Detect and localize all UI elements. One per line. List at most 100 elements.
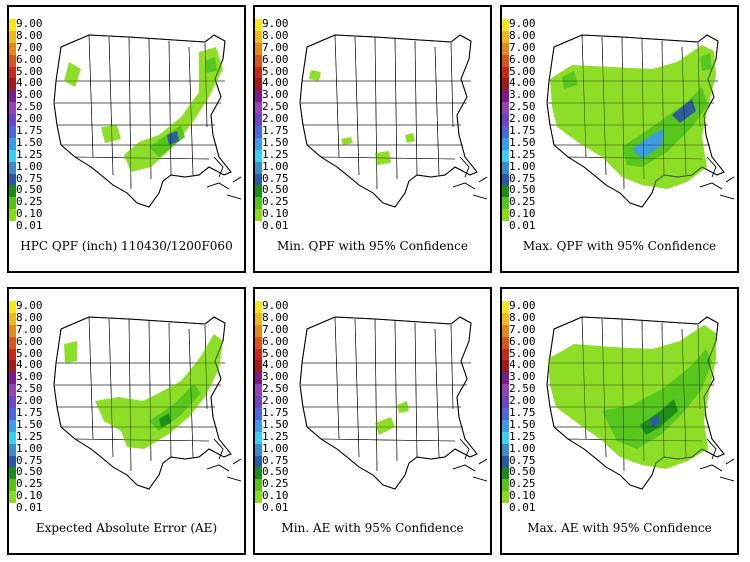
precip-area xyxy=(124,47,223,172)
state-border xyxy=(661,40,665,176)
country-outline xyxy=(546,34,725,208)
legend-swatch xyxy=(255,221,262,234)
legend-label: 0.75 xyxy=(509,453,536,467)
legend-entry: 4.00 xyxy=(9,77,61,91)
legend-entry: 9.00 xyxy=(9,300,61,313)
legend-entry: 1.25 xyxy=(9,148,61,162)
legend-entry: 4.00 xyxy=(9,359,61,373)
island-outline xyxy=(226,194,242,200)
state-border xyxy=(394,320,398,462)
panel-caption: Expected Absolute Error (AE) xyxy=(35,521,218,535)
state-border xyxy=(108,318,114,458)
legend-swatch xyxy=(9,30,16,43)
legend-entry: 0.25 xyxy=(502,478,554,492)
legend-entry: 0.50 xyxy=(9,184,61,198)
legend-entry: 7.00 xyxy=(9,323,61,337)
legend-label: 3.00 xyxy=(16,370,43,384)
island-outline xyxy=(719,194,735,200)
panel-min-qpf: 9.00 8.00 7.00 6.00 5.00 4.00 3.00 2.50 2.00 1.75… xyxy=(253,5,492,273)
legend-entry: 0.01 xyxy=(9,220,61,234)
legend-label: 7.00 xyxy=(509,322,536,336)
state-border xyxy=(697,42,701,128)
legend-label: 5.00 xyxy=(262,64,289,78)
legend-entry: 5.00 xyxy=(502,65,554,79)
legend-swatch xyxy=(9,384,16,397)
legend-label: 1.00 xyxy=(16,441,43,455)
legend-swatch xyxy=(255,431,262,444)
island-outline xyxy=(699,182,723,190)
state-border xyxy=(374,318,378,472)
legend-label: 7.00 xyxy=(262,40,289,54)
island-outline xyxy=(459,438,470,460)
legend-label: 1.75 xyxy=(509,406,536,420)
legend-label: 1.00 xyxy=(509,441,536,455)
island-outline xyxy=(232,458,242,465)
legend-entry: 1.50 xyxy=(9,418,61,432)
panel-hpc-qpf: 9.00 8.00 7.00 6.00 5.00 4.00 3.00 2.50 2.00 1.75… xyxy=(7,5,246,273)
legend-entry: 1.25 xyxy=(255,430,307,444)
legend-entry: 6.00 xyxy=(255,53,307,67)
legend-entry: 4.00 xyxy=(502,359,554,373)
state-border xyxy=(450,324,454,410)
island-outline xyxy=(472,194,488,200)
state-border xyxy=(567,438,703,442)
legend-label: 0.01 xyxy=(16,501,43,515)
legend-swatch xyxy=(9,102,16,115)
legend-entry: 0.50 xyxy=(502,184,554,198)
legend-label: 8.00 xyxy=(16,310,43,324)
legend-swatch xyxy=(9,114,16,127)
legend-swatch xyxy=(9,503,16,516)
legend-entry: 1.50 xyxy=(502,417,554,432)
legend-label: 1.75 xyxy=(262,124,289,138)
legend-swatch xyxy=(255,336,262,349)
legend-swatch xyxy=(502,54,509,67)
legend-label: 3.00 xyxy=(16,88,43,102)
legend-label: 4.00 xyxy=(509,76,536,90)
precip-legend: 9.00 8.00 7.00 6.00 5.00 4.00 3.00 2.50 2.00 1.75… xyxy=(255,17,307,234)
island-outline xyxy=(206,464,230,472)
legend-swatch xyxy=(9,396,16,409)
legend-swatch xyxy=(9,78,16,91)
island-outline xyxy=(226,476,242,482)
legend-entry: 3.00 xyxy=(502,89,554,103)
legend-entry: 1.75 xyxy=(502,406,554,420)
legend-entry: 3.00 xyxy=(502,371,554,385)
legend-swatch xyxy=(255,209,262,222)
country-outline xyxy=(299,316,478,490)
state-border xyxy=(581,316,587,440)
state-border xyxy=(188,328,194,458)
legend-label: 0.25 xyxy=(16,477,43,491)
legend-swatch xyxy=(9,301,16,313)
legend-label: 0.10 xyxy=(509,489,536,503)
precip-area xyxy=(375,417,395,435)
precip-area xyxy=(602,349,712,449)
legend-swatch xyxy=(502,467,509,480)
legend-entry: 8.00 xyxy=(502,311,554,325)
legend-entry: 1.75 xyxy=(9,407,61,420)
island-outline xyxy=(213,438,224,460)
legend-entry: 2.50 xyxy=(255,383,307,397)
legend-swatch xyxy=(9,90,16,103)
precip-area xyxy=(640,399,678,435)
precip-map xyxy=(53,34,242,208)
legend-swatch xyxy=(502,360,509,373)
legend-label: 1.50 xyxy=(509,417,536,431)
legend-swatch xyxy=(502,479,509,492)
legend-label: 1.25 xyxy=(509,147,536,161)
legend-entry: 1.75 xyxy=(502,125,554,138)
legend-swatch xyxy=(9,455,16,468)
legend-label: 0.75 xyxy=(262,171,289,185)
state-border xyxy=(641,38,645,180)
legend-label: 2.00 xyxy=(262,112,289,126)
legend-entry: 2.50 xyxy=(9,101,61,115)
legend-label: 9.00 xyxy=(262,17,289,30)
state-border xyxy=(354,36,360,176)
legend-swatch xyxy=(255,455,262,468)
legend-label: 0.10 xyxy=(16,489,43,503)
legend-label: 6.00 xyxy=(509,334,536,348)
state-border xyxy=(434,46,440,176)
legend-label: 0.25 xyxy=(509,195,536,209)
precip-legend: 9.00 8.00 7.00 6.00 5.00 4.00 3.00 2.50 2.00 1.75… xyxy=(9,300,61,516)
legend-swatch xyxy=(255,197,262,210)
legend-label: 1.50 xyxy=(262,417,289,431)
